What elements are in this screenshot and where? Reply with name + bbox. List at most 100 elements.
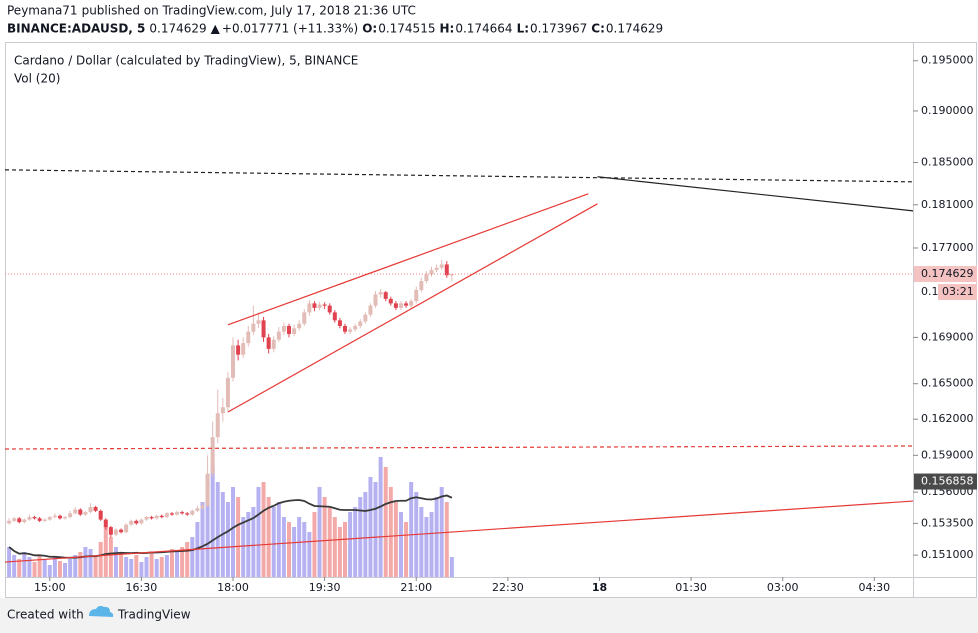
volume-bar [103, 527, 108, 577]
candle-body [190, 510, 195, 515]
volume-bar [393, 502, 398, 577]
price-label-box [914, 266, 977, 283]
candle-body [332, 312, 337, 321]
candle-body [358, 321, 363, 326]
published-note: published on TradingView.com, July 17, 2… [82, 4, 416, 18]
candle-body [327, 305, 332, 313]
volume-bar [88, 549, 93, 577]
candle-body [231, 345, 236, 378]
drawings [4, 169, 914, 563]
candle-body [32, 517, 37, 519]
candle-body [348, 329, 353, 332]
y-tick-label: 0.159000 [921, 448, 974, 461]
volume-bar [383, 467, 388, 577]
volume-bar [42, 559, 47, 577]
logo [89, 605, 114, 617]
x-tick-label: 03:00 [767, 581, 799, 594]
volume-bar [139, 562, 144, 577]
volume-bar [108, 537, 113, 577]
candle-body [312, 303, 317, 308]
volume-bar [251, 507, 256, 577]
volume-bar [159, 557, 164, 577]
candle-body [200, 505, 205, 509]
candle-body [388, 298, 393, 304]
y-tick-label: 0.153500 [921, 516, 974, 529]
footer-text: Created with [7, 608, 84, 622]
volume-bar [266, 497, 271, 577]
volume-bar [307, 532, 312, 577]
ohlc-value: 0.174664 [455, 22, 512, 36]
candle-body [287, 325, 292, 334]
volume-bar [98, 542, 103, 577]
volume-bar [449, 557, 454, 577]
volume-bar [134, 555, 139, 577]
y-tick-label: 0.165000 [921, 377, 974, 390]
logo-icon [89, 605, 114, 617]
y-tick-label: 0.162000 [921, 412, 974, 425]
volume-bar [271, 507, 276, 577]
x-tick-label: 21:00 [400, 581, 432, 594]
candle-body [266, 337, 271, 349]
candle-body [149, 517, 154, 519]
y-tick-label: 0.181000 [921, 198, 974, 211]
x-tick-label: 15:00 [34, 581, 66, 594]
trend-line [227, 193, 589, 326]
chart-frame [5, 42, 977, 598]
candle-body [322, 304, 327, 306]
volume-bar [409, 482, 414, 577]
volume-bar [231, 487, 236, 577]
candle-body [68, 513, 73, 518]
volume-bar [246, 512, 251, 577]
countdown-box [938, 284, 977, 301]
volume-bar [83, 547, 88, 577]
volume-bar [210, 467, 215, 577]
y-tick-label: 0.169000 [921, 330, 974, 343]
x-tick-label: 16:30 [126, 581, 158, 594]
volume-bar [37, 555, 42, 577]
volume-bar [434, 497, 439, 577]
candle-body [164, 513, 169, 518]
volume-bar [78, 552, 83, 577]
volume-bar [124, 557, 129, 577]
candle-body [363, 314, 368, 322]
candle-body [78, 509, 83, 515]
candle-body [353, 325, 358, 330]
candle-body [180, 512, 185, 514]
candle-body [419, 281, 424, 290]
volume-bar [297, 517, 302, 577]
y-tick-label: 0.185000 [921, 156, 974, 169]
candle-body [297, 323, 302, 329]
volume-bar [154, 559, 159, 577]
candle-body [302, 312, 307, 324]
volume-bar [398, 512, 403, 577]
volume-bar [169, 549, 174, 577]
volume-legend: Vol (20) [14, 72, 60, 86]
volume-bar [149, 552, 154, 577]
candle-body [139, 519, 144, 524]
volume-bar [236, 497, 241, 577]
overlapped-label: 0.1 [921, 285, 939, 298]
volume-bar [439, 487, 444, 577]
ohlc-key: C: [591, 22, 605, 36]
candle-body [113, 529, 118, 535]
candle-body [93, 507, 98, 511]
footer-bar [0, 598, 978, 633]
trend-line [227, 203, 598, 413]
volume-bar [175, 552, 180, 577]
change-arrow: ▲ [211, 22, 221, 36]
candle-body [368, 305, 373, 315]
volume-bar [444, 502, 449, 577]
candle-body [404, 303, 409, 306]
ohlc-value: 0.174515 [378, 22, 435, 36]
y-tick-label: 0.177000 [921, 241, 974, 254]
volume-bar [225, 502, 230, 577]
candle-body [17, 518, 22, 523]
volume-bar [292, 527, 297, 577]
candle-body [429, 269, 434, 275]
volume-bar [302, 522, 307, 577]
chart-title: Cardano / Dollar (calculated by TradingV… [14, 54, 358, 68]
candle-body [129, 520, 134, 525]
candle-body [261, 320, 266, 338]
volume-bar [256, 487, 261, 577]
candle-body [317, 304, 322, 308]
